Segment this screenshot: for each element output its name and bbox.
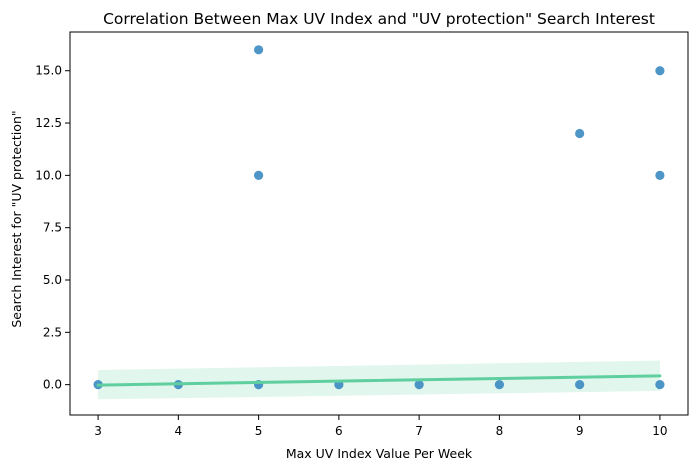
y-axis: 0.0 2.5 5.0 7.5 10.0 12.5 15.0 — [35, 64, 70, 392]
y-tick-label-4: 10.0 — [35, 168, 62, 182]
chart-title: Correlation Between Max UV Index and "UV… — [103, 10, 655, 28]
data-point-12 — [655, 66, 665, 76]
plot-frame — [69, 31, 689, 416]
data-point-7 — [494, 380, 504, 390]
data-point-9 — [575, 128, 585, 139]
x-tick-label-0: 3 — [94, 424, 102, 438]
x-tick-label-7: 10 — [652, 424, 667, 438]
y-tick-label-5: 12.5 — [35, 116, 62, 130]
data-point-11 — [655, 170, 665, 180]
x-tick-label-6: 9 — [576, 424, 584, 438]
data-point-8 — [575, 380, 585, 390]
data-point-6 — [414, 380, 424, 390]
y-tick-label-3: 7.5 — [43, 221, 62, 235]
y-tick-label-2: 5.0 — [43, 273, 62, 287]
x-axis-label: Max UV Index Value Per Week — [286, 446, 473, 461]
y-tick-label-1: 2.5 — [43, 325, 62, 339]
data-point-10 — [655, 380, 665, 390]
regression-line — [96, 374, 662, 387]
y-tick-label-0: 0.0 — [43, 378, 62, 392]
data-point-3 — [254, 170, 264, 180]
y-tick-label-6: 15.0 — [35, 64, 62, 78]
y-axis-label: Search Interest for "UV protection" — [9, 110, 24, 327]
x-tick-label-3: 6 — [335, 424, 343, 438]
x-tick-label-5: 8 — [496, 424, 504, 438]
x-tick-label-2: 5 — [255, 424, 263, 438]
x-tick-label-4: 7 — [415, 424, 423, 438]
plot-area — [69, 31, 689, 416]
x-tick-label-1: 4 — [175, 424, 183, 438]
data-point-4 — [254, 45, 264, 55]
x-axis: 3 4 5 6 7 8 9 10 — [94, 415, 668, 438]
